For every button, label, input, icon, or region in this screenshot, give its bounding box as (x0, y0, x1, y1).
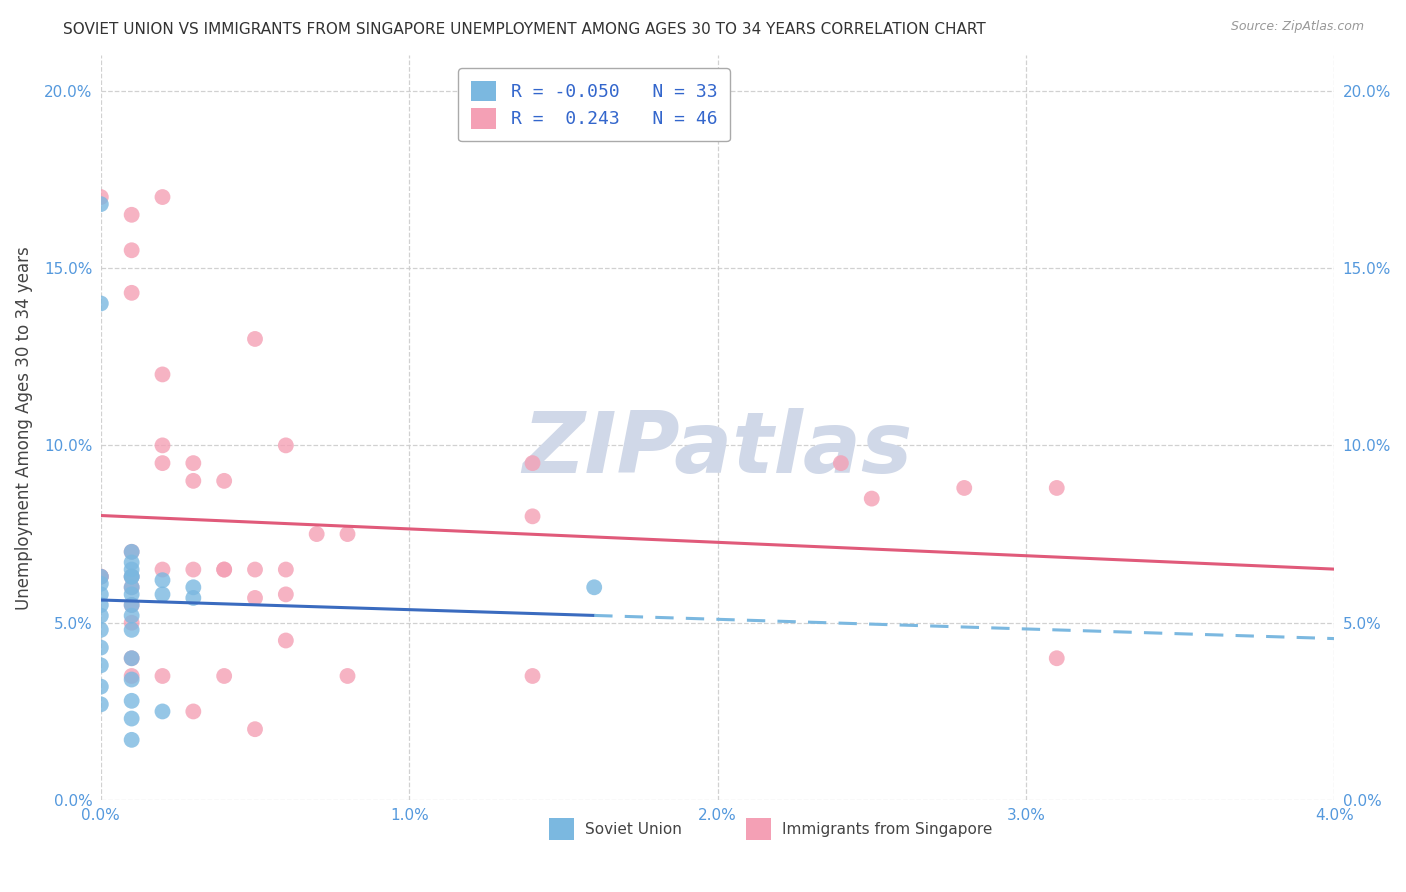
Point (121, 569, 143, 583)
Point (305, 527, 328, 541)
Point (90, 296, 112, 310)
Y-axis label: Unemployment Among Ages 30 to 34 years: Unemployment Among Ages 30 to 34 years (15, 246, 32, 609)
Point (152, 563, 174, 577)
Point (90, 623, 112, 637)
Point (183, 591, 205, 605)
Point (183, 705, 205, 719)
Point (121, 569, 143, 583)
Point (90, 680, 112, 694)
Point (183, 580, 205, 594)
Point (90, 569, 112, 583)
Point (183, 563, 205, 577)
Point (90, 698, 112, 712)
Point (121, 563, 143, 577)
Point (121, 580, 143, 594)
Point (90, 569, 112, 583)
Point (152, 456, 174, 470)
Text: ZIPatlas: ZIPatlas (523, 409, 912, 491)
Text: Immigrants from Singapore: Immigrants from Singapore (782, 822, 993, 837)
Point (121, 545, 143, 559)
Point (522, 509, 544, 524)
Point (183, 474, 205, 488)
Point (152, 438, 174, 452)
Point (953, 481, 976, 495)
Point (336, 669, 359, 683)
Point (121, 208, 143, 222)
Point (121, 580, 143, 594)
Point (212, 474, 235, 488)
Point (121, 244, 143, 258)
Point (90, 598, 112, 612)
Point (274, 587, 297, 601)
Text: SOVIET UNION VS IMMIGRANTS FROM SINGAPORE UNEMPLOYMENT AMONG AGES 30 TO 34 YEARS: SOVIET UNION VS IMMIGRANTS FROM SINGAPOR… (63, 22, 986, 37)
Point (243, 332, 266, 346)
Point (212, 563, 235, 577)
Point (243, 591, 266, 605)
Point (121, 598, 143, 612)
Point (522, 456, 544, 470)
Point (90, 658, 112, 673)
Point (121, 694, 143, 708)
Point (860, 491, 883, 506)
Point (121, 598, 143, 612)
Legend: R = -0.050   N = 33, R =  0.243   N = 46: R = -0.050 N = 33, R = 0.243 N = 46 (458, 68, 730, 141)
Point (121, 556, 143, 570)
Point (274, 438, 297, 452)
Point (522, 669, 544, 683)
Point (152, 669, 174, 683)
Point (152, 190, 174, 204)
Point (121, 615, 143, 630)
Point (243, 722, 266, 736)
Point (152, 573, 174, 587)
Text: Soviet Union: Soviet Union (585, 822, 682, 837)
Point (336, 527, 359, 541)
Point (121, 669, 143, 683)
Point (212, 563, 235, 577)
Point (212, 669, 235, 683)
Point (90, 569, 112, 583)
Point (121, 712, 143, 726)
Point (274, 633, 297, 648)
Point (90, 640, 112, 655)
Point (274, 563, 297, 577)
Point (90, 576, 112, 591)
Point (243, 563, 266, 577)
Point (121, 623, 143, 637)
Point (90, 190, 112, 204)
Point (121, 608, 143, 623)
Point (1046, 481, 1069, 495)
Point (90, 197, 112, 211)
Point (90, 608, 112, 623)
Point (121, 545, 143, 559)
Point (152, 368, 174, 382)
Point (121, 569, 143, 583)
Point (121, 285, 143, 300)
Point (1046, 651, 1069, 665)
Text: Source: ZipAtlas.com: Source: ZipAtlas.com (1230, 20, 1364, 33)
Point (121, 651, 143, 665)
Point (183, 456, 205, 470)
Point (583, 580, 606, 594)
Point (152, 587, 174, 601)
Point (121, 587, 143, 601)
Point (152, 705, 174, 719)
Point (121, 651, 143, 665)
Point (121, 732, 143, 747)
Point (830, 456, 852, 470)
Point (90, 587, 112, 601)
Point (121, 673, 143, 687)
